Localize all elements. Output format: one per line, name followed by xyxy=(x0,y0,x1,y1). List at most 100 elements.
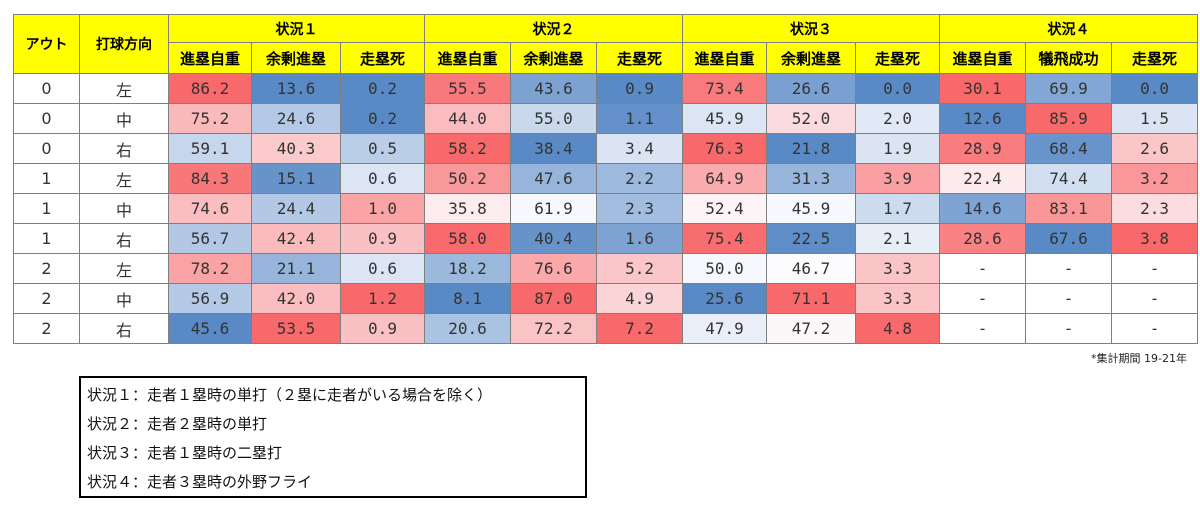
table-row: 0 左 86.2 13.6 0.2 55.5 43.6 0.9 73.4 26.6 0.0 30.1 6… xyxy=(13,73,1199,104)
aggregation-period-note: *集計期間 19-21年 xyxy=(1091,352,1187,365)
value-cell: - xyxy=(1111,253,1199,284)
value-cell: 55.5 xyxy=(424,73,512,104)
value-cell: 38.4 xyxy=(510,133,598,164)
value-cell: 74.6 xyxy=(168,193,252,224)
value-cell: 21.8 xyxy=(766,133,857,164)
value-cell: 40.4 xyxy=(510,223,598,254)
value-cell: 67.6 xyxy=(1025,223,1113,254)
value-cell: 52.0 xyxy=(766,103,857,134)
value-cell: 53.5 xyxy=(251,313,341,344)
direction-cell: 右 xyxy=(79,223,169,254)
value-cell: 3.8 xyxy=(1111,223,1199,254)
direction-cell: 中 xyxy=(79,193,169,224)
value-cell: 72.2 xyxy=(510,313,598,344)
direction-cell: 右 xyxy=(79,133,169,164)
value-cell: 22.5 xyxy=(766,223,857,254)
value-cell: 28.6 xyxy=(939,223,1027,254)
value-cell: 42.0 xyxy=(251,283,341,314)
value-cell: 47.2 xyxy=(766,313,857,344)
value-cell: 13.6 xyxy=(251,73,341,104)
out-cell: 1 xyxy=(13,193,80,224)
value-cell: 69.9 xyxy=(1025,73,1113,104)
direction-cell: 右 xyxy=(79,313,169,344)
value-cell: 74.4 xyxy=(1025,163,1113,194)
value-cell: 61.9 xyxy=(510,193,598,224)
value-cell: 26.6 xyxy=(766,73,857,104)
legend-item-4: 状況４：走者３塁時の外野フライ xyxy=(87,473,313,491)
value-cell: 58.2 xyxy=(424,133,512,164)
value-cell: 0.0 xyxy=(1111,73,1199,104)
direction-cell: 中 xyxy=(79,283,169,314)
value-cell: 18.2 xyxy=(424,253,512,284)
sub-header: 走塁死 xyxy=(339,42,426,74)
value-cell: 24.6 xyxy=(251,103,341,134)
legend-item-3: 状況３：走者１塁時の二塁打 xyxy=(87,444,283,462)
legend-item-2: 状況２：走者２塁時の単打 xyxy=(87,415,268,433)
value-cell: 68.4 xyxy=(1025,133,1113,164)
value-cell: 0.2 xyxy=(339,103,426,134)
value-cell: 64.9 xyxy=(682,163,768,194)
table-row: 2 中 56.9 42.0 1.2 8.1 87.0 4.9 25.6 71.1 3.3- - - xyxy=(13,283,1199,314)
value-cell: 75.2 xyxy=(168,103,252,134)
value-cell: 73.4 xyxy=(682,73,768,104)
value-cell: 46.7 xyxy=(766,253,857,284)
value-cell: - xyxy=(1025,313,1113,344)
value-cell: 47.9 xyxy=(682,313,768,344)
value-cell: 1.2 xyxy=(339,283,426,314)
value-cell: 2.6 xyxy=(1111,133,1199,164)
value-cell: 0.5 xyxy=(339,133,426,164)
sub-header: 進塁自重 xyxy=(939,42,1027,74)
direction-header: 打球方向 xyxy=(79,14,169,74)
value-cell: 1.6 xyxy=(596,223,684,254)
value-cell: - xyxy=(1025,283,1113,314)
value-cell: 0.2 xyxy=(339,73,426,104)
value-cell: 3.4 xyxy=(596,133,684,164)
value-cell: 52.4 xyxy=(682,193,768,224)
table-row: 2 左 78.2 21.1 0.6 18.2 76.6 5.2 50.0 46.7 3.3- - - xyxy=(13,253,1199,284)
value-cell: 2.3 xyxy=(1111,193,1199,224)
sub-header: 進塁自重 xyxy=(424,42,512,74)
value-cell: - xyxy=(939,253,1027,284)
table-row: 1 中 74.6 24.4 1.0 35.8 61.9 2.3 52.4 45.9 1.7 14.6 8… xyxy=(13,193,1199,224)
sub-header: 余剰進塁 xyxy=(251,42,341,74)
value-cell: 83.1 xyxy=(1025,193,1113,224)
sub-header: 走塁死 xyxy=(1111,42,1199,74)
value-cell: - xyxy=(939,283,1027,314)
value-cell: 1.1 xyxy=(596,103,684,134)
value-cell: 1.9 xyxy=(855,133,941,164)
value-cell: 4.8 xyxy=(855,313,941,344)
out-cell: 0 xyxy=(13,103,80,134)
direction-cell: 左 xyxy=(79,253,169,284)
value-cell: 0.9 xyxy=(596,73,684,104)
value-cell: 58.0 xyxy=(424,223,512,254)
situation-2-header: 状況２ xyxy=(424,14,684,43)
value-cell: - xyxy=(1025,253,1113,284)
sub-header: 進塁自重 xyxy=(168,42,252,74)
value-cell: 28.9 xyxy=(939,133,1027,164)
value-cell: 3.2 xyxy=(1111,163,1199,194)
value-cell: 7.2 xyxy=(596,313,684,344)
out-cell: 2 xyxy=(13,253,80,284)
value-cell: 0.6 xyxy=(339,163,426,194)
baserunning-table: アウト 打球方向 状況１ 状況２ 状況３ 状況４ 進塁自重 余剰進塁 走塁死 進塁自重… xyxy=(13,14,1199,344)
value-cell: 76.6 xyxy=(510,253,598,284)
value-cell: 30.1 xyxy=(939,73,1027,104)
value-cell: 5.2 xyxy=(596,253,684,284)
table-row: 1 右 56.7 42.4 0.9 58.0 40.4 1.6 75.4 22.5 2.1 28.6 6… xyxy=(13,223,1199,254)
value-cell: - xyxy=(1111,313,1199,344)
value-cell: 25.6 xyxy=(682,283,768,314)
table-row: 2 右 45.6 53.5 0.9 20.6 72.2 7.2 47.9 47.2 4.8- - - xyxy=(13,313,1199,344)
sub-header: 余剰進塁 xyxy=(510,42,598,74)
value-cell: 42.4 xyxy=(251,223,341,254)
value-cell: 15.1 xyxy=(251,163,341,194)
situation-legend: 状況１：走者１塁時の単打（２塁に走者がいる場合を除く） 状況２：走者２塁時の単打… xyxy=(79,376,587,498)
sub-header: 走塁死 xyxy=(855,42,941,74)
value-cell: 56.9 xyxy=(168,283,252,314)
value-cell: 12.6 xyxy=(939,103,1027,134)
value-cell: 2.3 xyxy=(596,193,684,224)
value-cell: 2.1 xyxy=(855,223,941,254)
value-cell: 20.6 xyxy=(424,313,512,344)
sub-header: 余剰進塁 xyxy=(766,42,857,74)
value-cell: 21.1 xyxy=(251,253,341,284)
value-cell: 3.9 xyxy=(855,163,941,194)
